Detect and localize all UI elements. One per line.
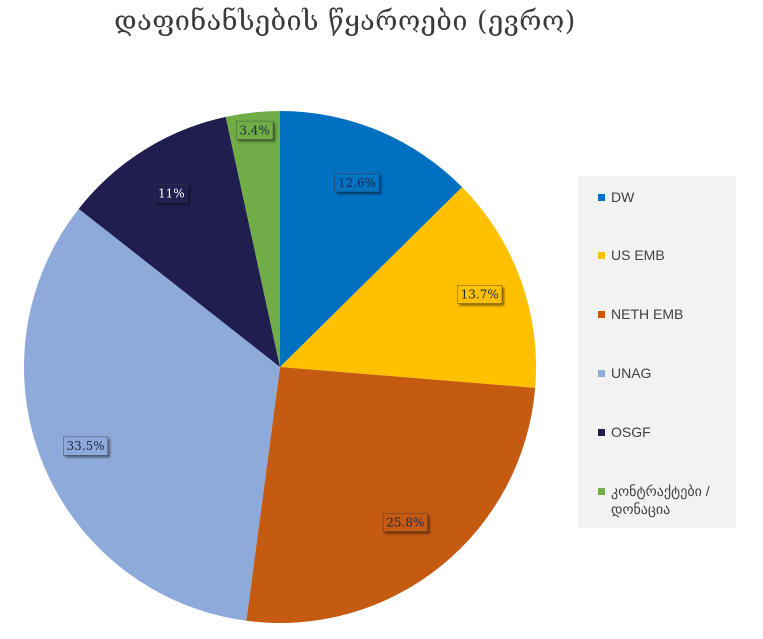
legend-item-5: OSGF xyxy=(598,423,734,441)
chart-legend: DW US EMB NETH EMB UNAG OSGF კონტრაქტები / დო… xyxy=(578,176,736,528)
legend-item-6: კონტრაქტები / დონაცია xyxy=(598,482,734,518)
pie-slices xyxy=(23,111,536,623)
svg-text:13.7%: 13.7% xyxy=(461,287,499,301)
pie-slice-2 xyxy=(280,187,536,388)
legend-item-2: US EMB xyxy=(598,246,734,264)
legend-item-3: NETH EMB xyxy=(598,305,734,323)
data-label-4: 33.5% xyxy=(63,436,109,456)
legend-swatch xyxy=(598,370,605,377)
legend-swatch xyxy=(598,488,605,495)
data-label-5: 11% xyxy=(154,183,189,203)
svg-text:33.5%: 33.5% xyxy=(66,439,104,453)
pie-slice-5 xyxy=(78,116,280,367)
pie-slice-4 xyxy=(23,208,280,621)
legend-swatch xyxy=(598,311,605,318)
legend-item-4: UNAG xyxy=(598,364,734,382)
pie-data-labels: 12.6% 13.7% 25.8% 33.5% 11% 3.4% xyxy=(63,120,503,532)
pie-slice-6 xyxy=(225,111,280,367)
legend-swatch xyxy=(598,252,605,259)
data-label-3: 25.8% xyxy=(382,513,428,532)
legend-item-1: DW xyxy=(598,188,734,206)
legend-label: NETH EMB xyxy=(611,306,684,322)
chart-title: დაფინანსების წყაროები (ევრო) xyxy=(114,6,576,37)
data-label-1: 12.6% xyxy=(334,173,380,193)
legend-swatch xyxy=(598,429,605,436)
svg-text:11%: 11% xyxy=(158,186,185,200)
pie-slice-1 xyxy=(280,111,463,367)
svg-text:25.8%: 25.8% xyxy=(386,515,424,529)
legend-label: UNAG xyxy=(611,365,652,381)
svg-text:3.4%: 3.4% xyxy=(239,123,270,137)
svg-text:12.6%: 12.6% xyxy=(338,176,376,190)
legend-swatch xyxy=(598,194,605,201)
pie-slice-3 xyxy=(246,367,536,623)
legend-label: კონტრაქტები / დონაცია xyxy=(611,483,710,517)
legend-label: DW xyxy=(611,189,635,205)
legend-label: US EMB xyxy=(611,247,665,263)
legend-label: OSGF xyxy=(611,424,651,440)
data-label-6: 3.4% xyxy=(235,120,274,140)
data-label-2: 13.7% xyxy=(457,284,503,304)
